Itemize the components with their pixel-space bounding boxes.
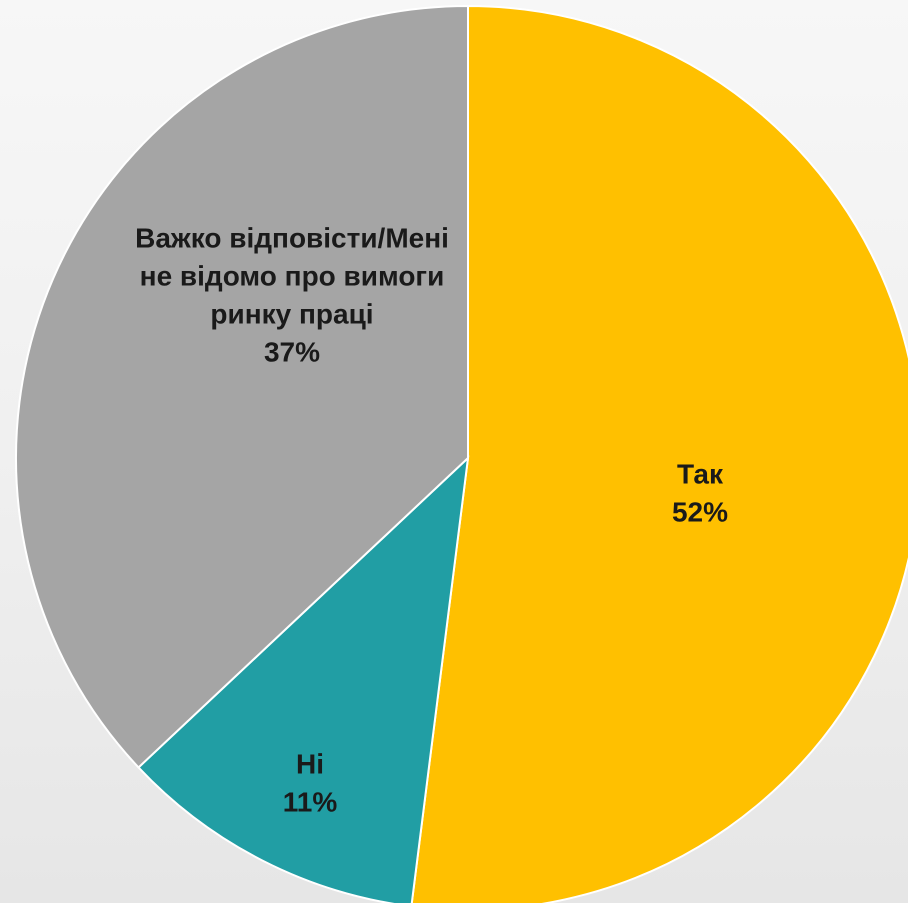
pie-slice (137, 455, 470, 903)
pie-slice (410, 4, 908, 903)
slice-value-label: 11% (283, 786, 338, 817)
slice-category-label: ринку праці (210, 298, 373, 329)
pie-labels: Так 52% Ні 11% Важко відповісти/Мені не відом… (135, 222, 728, 817)
slice-value-label: 52% (672, 496, 728, 527)
slice-category-label: Так (677, 458, 724, 489)
pie-slices (15, 4, 908, 903)
pie-slice (15, 4, 469, 769)
slice-category-label: Ні (296, 748, 324, 779)
slice-category-label: не відомо про вимоги (140, 260, 445, 291)
slice-value-label: 37% (264, 336, 320, 367)
slice-category-label: Важко відповісти/Мені (135, 222, 449, 253)
